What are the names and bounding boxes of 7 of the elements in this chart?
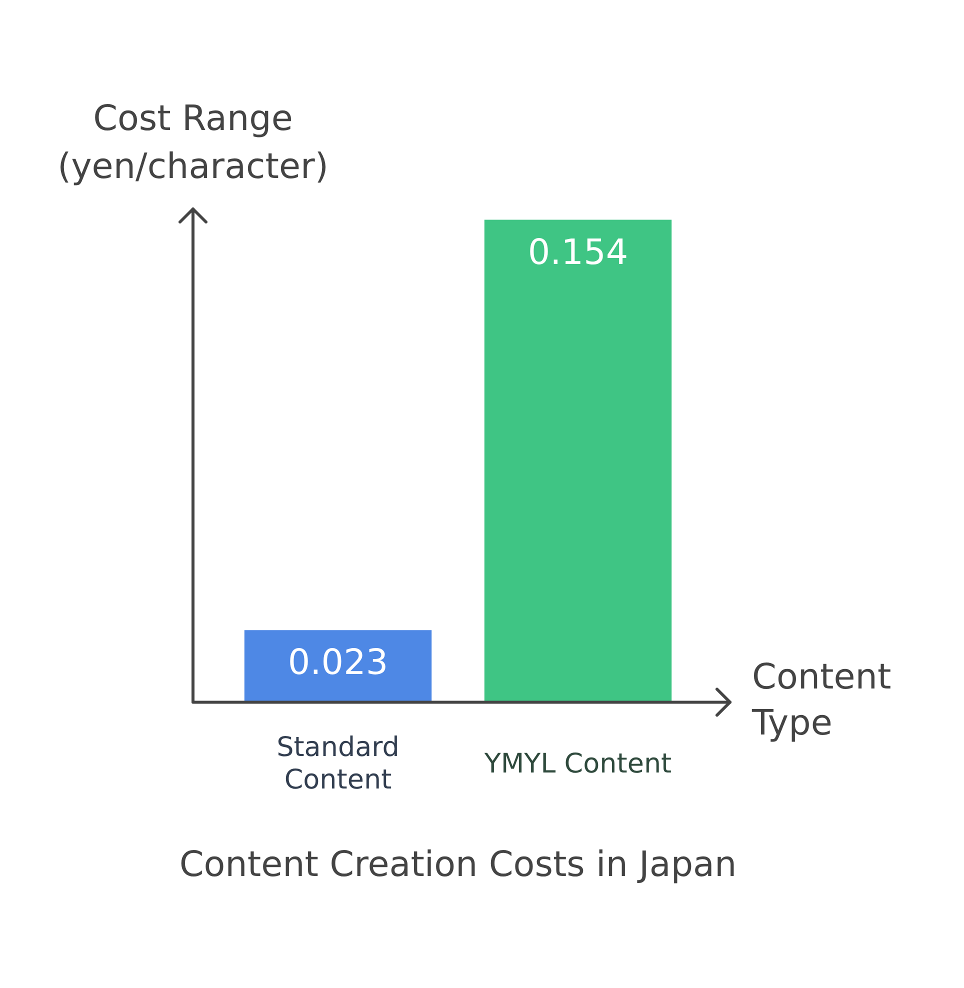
x-tick-label: YMYL Content (483, 748, 672, 780)
x-tick-label: Standard Content (276, 732, 400, 796)
x-axis-title: Content Type (751, 657, 892, 744)
data-label: 0.154 (528, 232, 628, 273)
y-axis-title: Cost Range (yen/character) (57, 99, 329, 188)
data-label: 0.023 (288, 643, 388, 684)
text: Content Creation Costs in Japan (179, 845, 737, 886)
